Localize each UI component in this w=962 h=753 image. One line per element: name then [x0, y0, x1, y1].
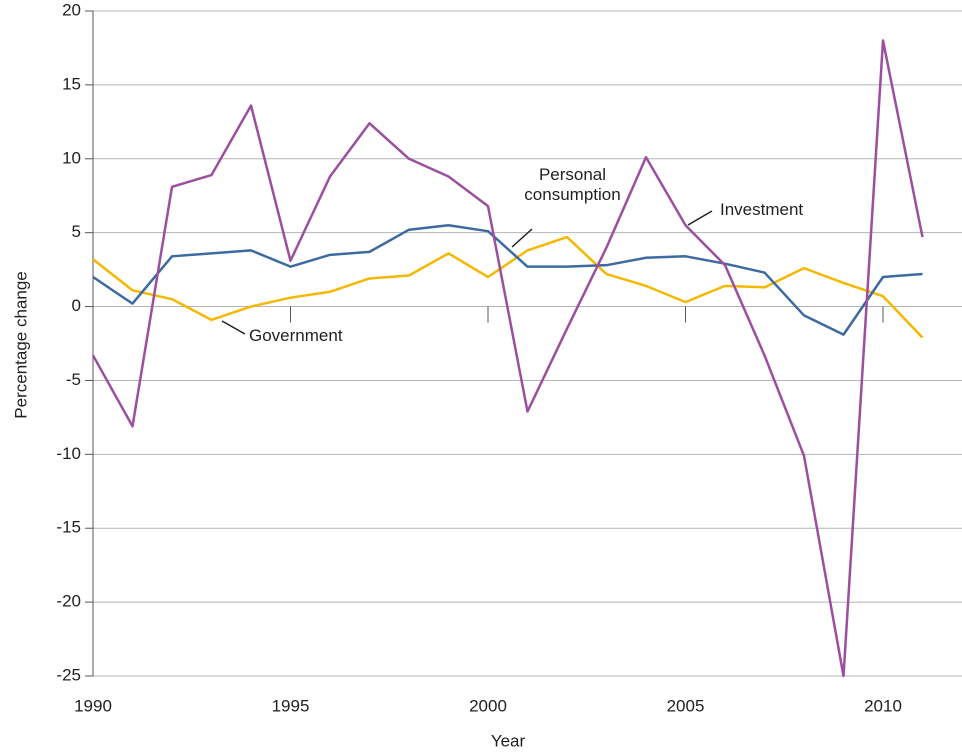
leader-line: [687, 210, 713, 226]
x-tick-label: 1995: [272, 696, 310, 715]
x-tick-label: 2010: [864, 696, 902, 715]
series-line: [91, 39, 924, 678]
y-tick-label: 20: [62, 0, 81, 19]
y-tick-label: 15: [62, 74, 81, 93]
series-label: Personal consumption: [524, 165, 621, 204]
x-tick-label: 1990: [74, 696, 112, 715]
series-label: Government: [249, 326, 343, 345]
y-axis-label: Percentage change: [11, 271, 30, 418]
series-line: [92, 235, 924, 339]
x-axis-label: Year: [491, 731, 526, 750]
x-tick-label: 2000: [469, 696, 507, 715]
y-tick-label: -10: [56, 444, 81, 463]
y-tick-label: -25: [56, 665, 81, 684]
y-tick-label: -20: [56, 592, 81, 611]
leader-line: [511, 228, 533, 248]
y-tick-label: -15: [56, 518, 81, 537]
leader-line: [221, 320, 246, 335]
y-tick-label: 5: [72, 222, 81, 241]
y-tick-label: -5: [66, 370, 81, 389]
x-tick-label: 2005: [667, 696, 705, 715]
series-label: Investment: [720, 200, 804, 219]
y-tick-label: 0: [72, 296, 81, 315]
series-line: [92, 224, 923, 336]
y-tick-label: 10: [62, 148, 81, 167]
